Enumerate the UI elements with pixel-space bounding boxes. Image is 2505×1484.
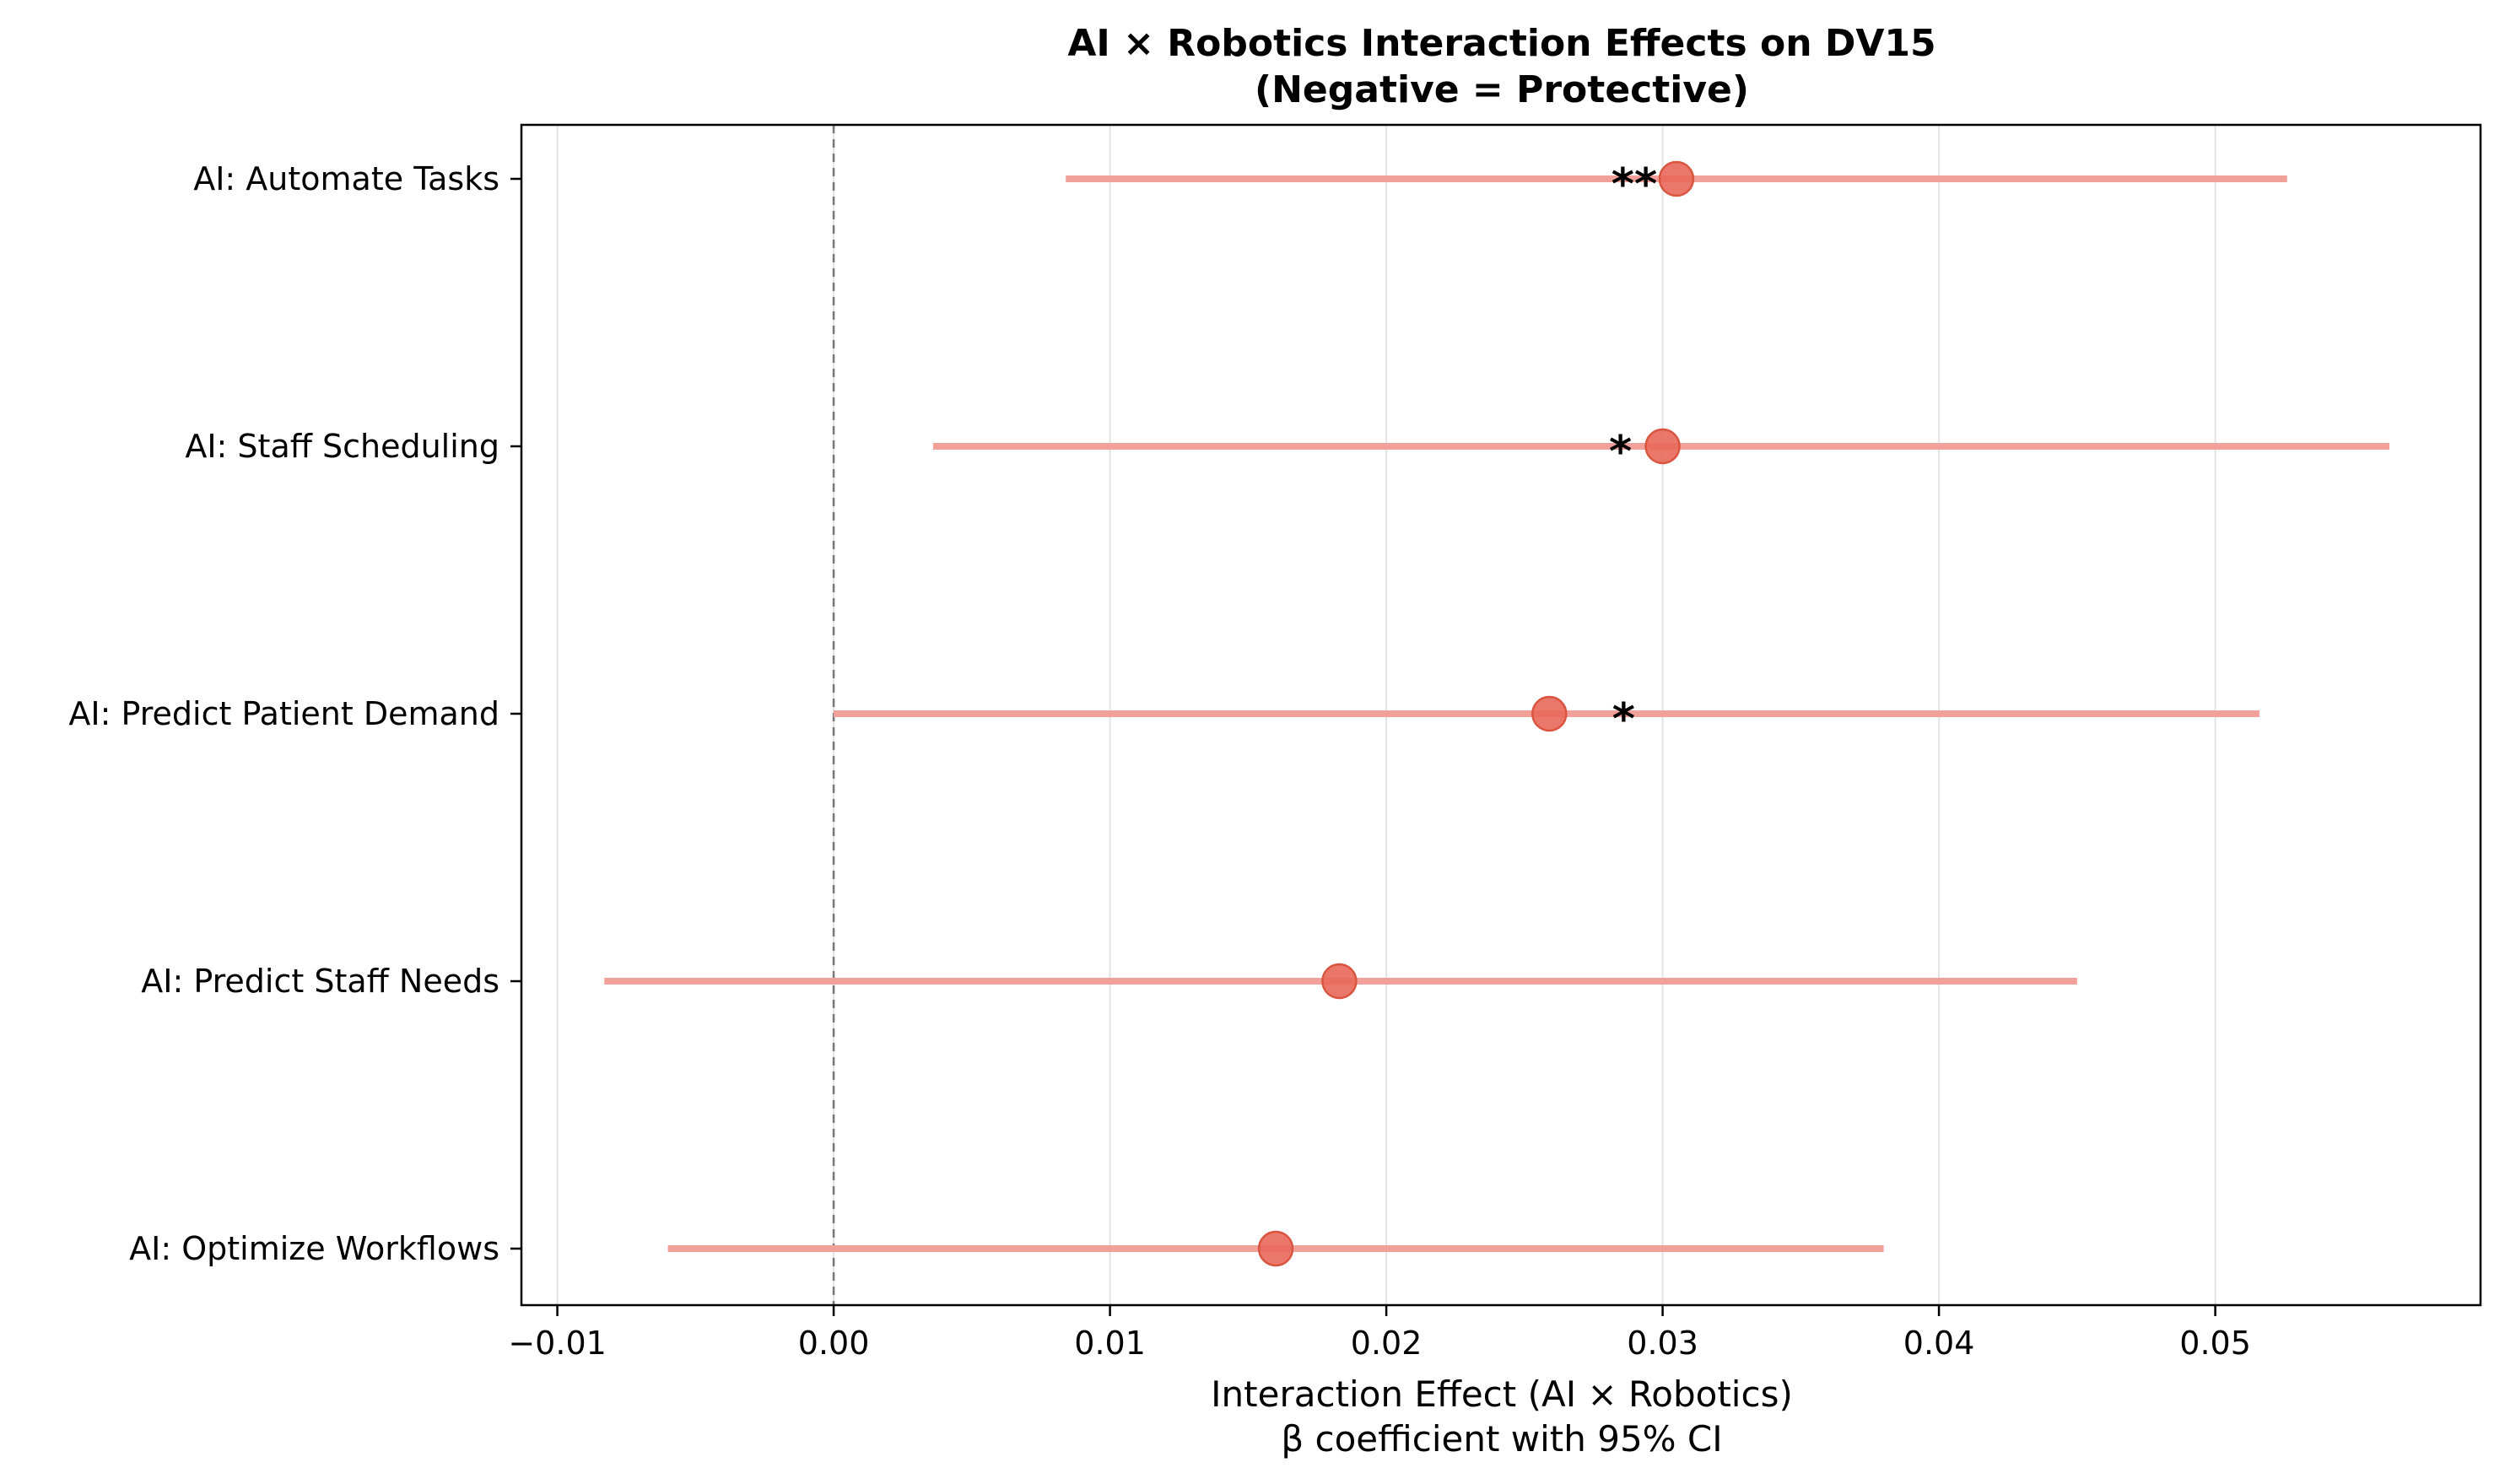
plot-frame	[520, 123, 2482, 1307]
plot-marks: ****	[604, 159, 2389, 1267]
x-axis-label-line2: β coefficient with 95% CI	[1281, 1418, 1722, 1460]
point-estimate	[1531, 695, 1568, 732]
x-tick-label: 0.05	[2179, 1325, 2251, 1362]
chart-title-line2: (Negative = Protective)	[1255, 68, 1749, 111]
point-estimate	[1257, 1230, 1294, 1267]
significance-marker: *	[1612, 694, 1635, 745]
y-axis: AI: Automate Tasks AI: Staff Scheduling AI…	[68, 160, 521, 1267]
significance-marker: *	[1609, 427, 1632, 478]
x-tick-label: 0.00	[798, 1325, 870, 1362]
x-tick-label: 0.02	[1351, 1325, 1423, 1362]
x-tick-label: 0.03	[1627, 1325, 1698, 1362]
x-axis: −0.01 0.00 0.01 0.02 0.03 0.04 0.05	[508, 1305, 2251, 1362]
x-tick-label: 0.04	[1903, 1325, 1975, 1362]
x-axis-label-line1: Interaction Effect (AI × Robotics)	[1211, 1373, 1793, 1415]
point-estimate	[1658, 160, 1695, 197]
x-tick-label: −0.01	[508, 1325, 606, 1362]
y-tick-label: AI: Automate Tasks	[193, 160, 499, 197]
y-tick-label: AI: Predict Staff Needs	[141, 963, 499, 1000]
y-tick-label: AI: Predict Patient Demand	[68, 695, 499, 732]
y-tick-label: AI: Staff Scheduling	[185, 428, 499, 465]
point-estimate	[1321, 963, 1358, 1000]
x-tick-label: 0.01	[1074, 1325, 1146, 1362]
y-tick-label: AI: Optimize Workflows	[129, 1230, 499, 1267]
chart-title-line1: AI × Robotics Interaction Effects on DV1…	[1067, 22, 1935, 65]
significance-marker: **	[1612, 159, 1657, 210]
point-estimate	[1644, 428, 1681, 465]
